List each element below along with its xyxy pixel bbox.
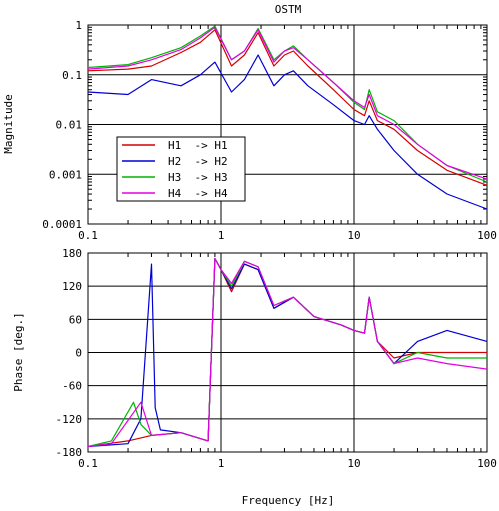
phase-x-tick-label: 10 bbox=[347, 457, 360, 470]
phase-x-tick-label: 1 bbox=[218, 457, 225, 470]
magnitude-y-tick-label: 0.0001 bbox=[42, 218, 82, 231]
phase-series-line-h4 bbox=[87, 257, 488, 448]
magnitude-x-tick-label: 10 bbox=[347, 229, 360, 242]
magnitude-series-line-h1 bbox=[87, 29, 488, 186]
legend-label-h4: H4 -> H4 bbox=[168, 187, 228, 200]
phase-grid bbox=[88, 253, 487, 452]
phase-ylabel: Phase [deg.] bbox=[12, 312, 25, 391]
magnitude-plot: 0.1 1 10 100 0.0001 0.001 0.01 0.1 1 Magnitude H… bbox=[2, 19, 497, 242]
phase-x-tick-label: 100 bbox=[477, 457, 497, 470]
legend-label-h1: H1 -> H1 bbox=[168, 139, 228, 152]
phase-y-tick-label: -60 bbox=[62, 380, 82, 393]
legend-label-h3: H3 -> H3 bbox=[168, 171, 228, 184]
legend: H1 -> H1 H2 -> H2 H3 -> H3 H4 -> H4 bbox=[116, 136, 246, 202]
magnitude-x-tick-label: 1 bbox=[218, 229, 225, 242]
magnitude-y-tick-label: 0.1 bbox=[62, 69, 82, 82]
magnitude-x-tick-label: 0.1 bbox=[78, 229, 98, 242]
phase-series bbox=[87, 257, 488, 448]
phase-y-tick-label: -120 bbox=[56, 413, 83, 426]
magnitude-series-line-h2 bbox=[87, 54, 488, 210]
phase-ticks: 0.1 1 10 100 180 120 60 0 -60 -120 -180 bbox=[56, 247, 497, 470]
magnitude-y-tick-label: 1 bbox=[75, 19, 82, 32]
chart-title: OSTM bbox=[275, 3, 302, 16]
magnitude-x-tick-label: 100 bbox=[477, 229, 497, 242]
magnitude-series-line-h4 bbox=[87, 26, 488, 180]
magnitude-y-tick-label: 0.01 bbox=[56, 119, 83, 132]
legend-label-h2: H2 -> H2 bbox=[168, 155, 228, 168]
legend-box bbox=[116, 136, 246, 202]
magnitude-ylabel: Magnitude bbox=[2, 94, 15, 154]
phase-plot: 0.1 1 10 100 180 120 60 0 -60 -120 -180 Phase [deg… bbox=[12, 247, 497, 507]
phase-x-tick-label: 0.1 bbox=[78, 457, 98, 470]
phase-y-tick-label: 0 bbox=[75, 347, 82, 360]
magnitude-series bbox=[87, 25, 488, 210]
phase-y-tick-label: 60 bbox=[69, 313, 82, 326]
phase-y-tick-label: 180 bbox=[62, 247, 82, 260]
magnitude-ticks: 0.1 1 10 100 0.0001 0.001 0.01 0.1 1 bbox=[42, 19, 497, 242]
magnitude-series-line-h3 bbox=[87, 25, 488, 183]
magnitude-y-tick-label: 0.001 bbox=[49, 168, 82, 181]
phase-y-tick-label: -180 bbox=[56, 446, 83, 459]
phase-xlabel: Frequency [Hz] bbox=[242, 494, 335, 507]
phase-y-tick-label: 120 bbox=[62, 280, 82, 293]
